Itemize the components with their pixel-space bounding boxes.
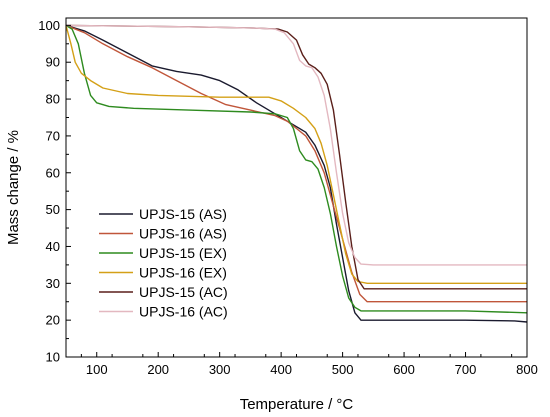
x-axis: 100 200 300 400 500 600 700 800 <box>80 352 538 377</box>
series-line <box>65 24 528 323</box>
y-tick-label: 100 <box>38 18 60 33</box>
x-tick-label: 100 <box>86 362 108 377</box>
legend-label: UPJS-16 (EX) <box>139 265 227 281</box>
x-tick-label: 800 <box>516 362 538 377</box>
x-tick-label: 400 <box>270 362 292 377</box>
legend: UPJS-15 (AS) UPJS-16 (AS) UPJS-15 (EX) UPJS… <box>99 206 228 320</box>
y-tick-label: 30 <box>46 276 60 291</box>
x-tick-label: 600 <box>393 362 415 377</box>
x-axis-title: Temperature / °C <box>240 396 354 413</box>
y-axis-title: Mass change / % <box>5 130 22 245</box>
y-tick-label: 70 <box>46 128 60 143</box>
y-tick-label: 80 <box>46 92 60 107</box>
y-tick-label: 50 <box>46 202 60 217</box>
legend-label: UPJS-15 (AS) <box>139 206 227 222</box>
series-line <box>65 25 527 284</box>
y-axis: 10 20 30 40 50 60 70 80 90 100 <box>38 18 71 365</box>
series-line <box>65 24 527 303</box>
plot-lines <box>65 24 528 323</box>
series-line <box>65 24 528 314</box>
legend-label: UPJS-16 (AC) <box>139 304 228 320</box>
x-tick-label: 300 <box>209 362 231 377</box>
series-line <box>65 24 527 266</box>
legend-label: UPJS-15 (EX) <box>139 245 227 261</box>
y-tick-label: 60 <box>46 165 60 180</box>
legend-label: UPJS-15 (AC) <box>139 284 228 300</box>
y-tick-label: 20 <box>46 313 60 328</box>
y-tick-label: 10 <box>46 350 60 365</box>
legend-label: UPJS-16 (AS) <box>139 226 227 242</box>
y-tick-label: 40 <box>46 239 60 254</box>
x-tick-label: 700 <box>455 362 477 377</box>
y-tick-label: 90 <box>46 55 60 70</box>
x-tick-label: 200 <box>147 362 169 377</box>
x-tick-label: 500 <box>332 362 354 377</box>
